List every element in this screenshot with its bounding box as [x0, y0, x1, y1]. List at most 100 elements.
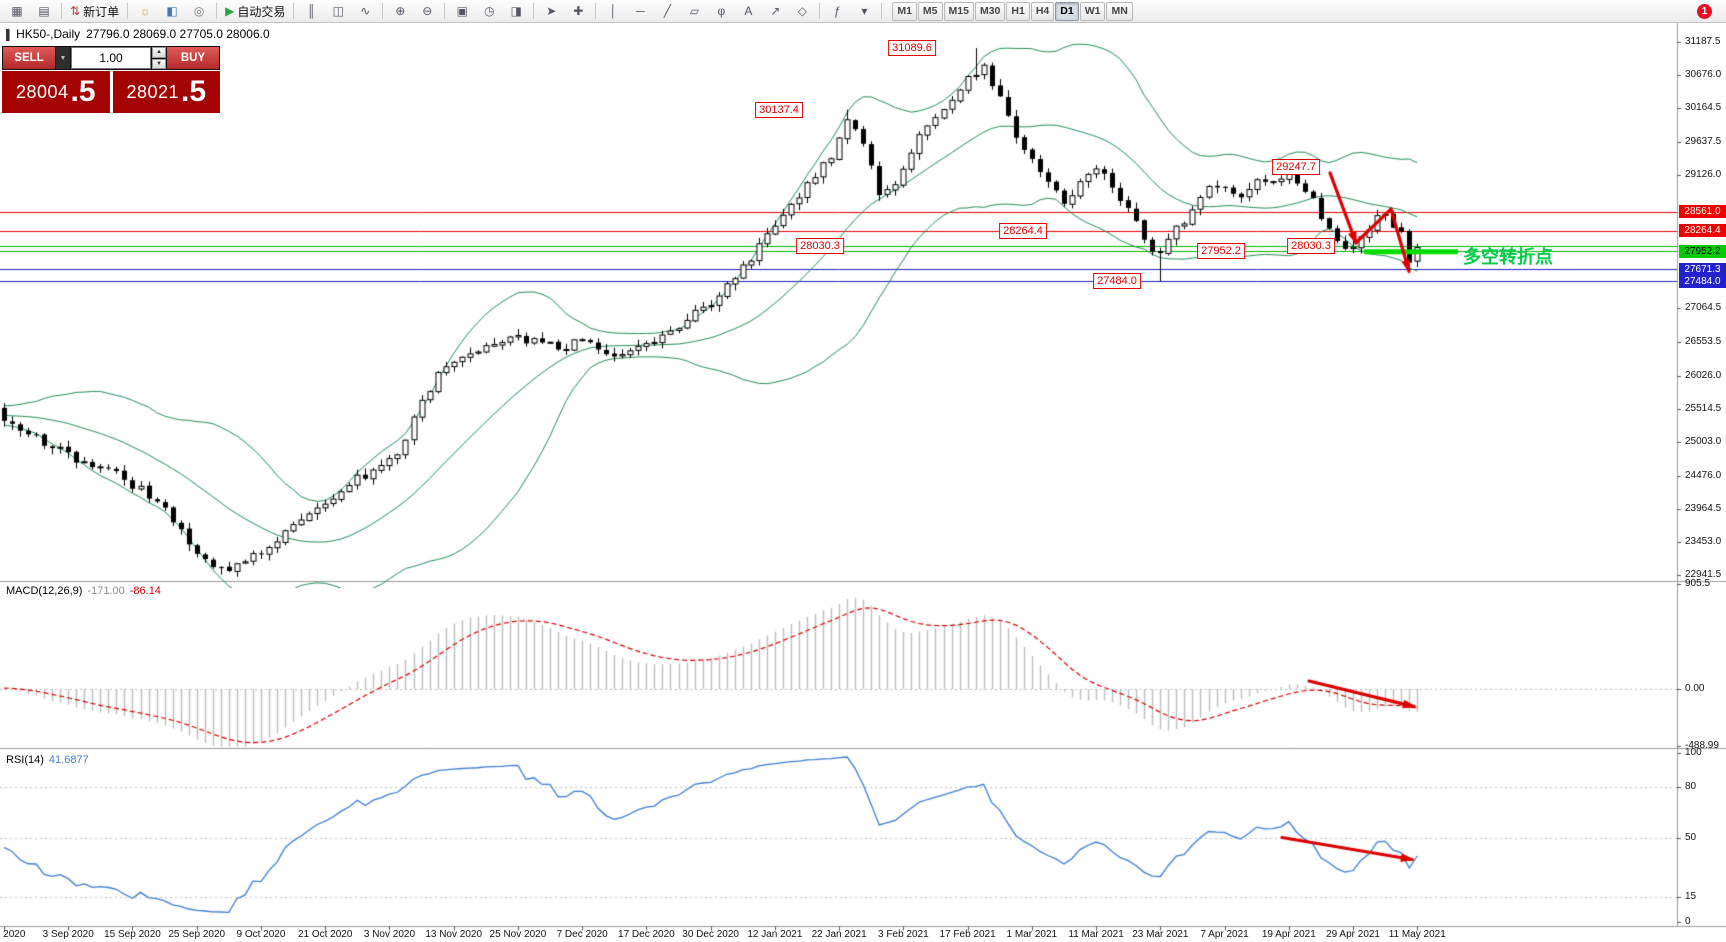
price-callout[interactable]: 28030.3	[796, 237, 844, 254]
price-axis-tick: 22941.5	[1685, 569, 1722, 581]
volume-up-button[interactable]: ▲	[152, 47, 166, 58]
fibonacci-button[interactable]: φ	[708, 1, 734, 21]
quote-prices-row: 28004 .5 28021 .5	[2, 71, 220, 113]
timeframe-button-w1[interactable]: W1	[1079, 1, 1106, 21]
autotrading-button[interactable]: ▶ 自动交易	[221, 1, 289, 21]
time-axis-label: 17 Feb 2021	[939, 929, 996, 940]
rsi-value: 41.6877	[48, 754, 89, 766]
toolbar-separator	[595, 3, 597, 19]
time-axis-label: 7 Dec 2020	[556, 929, 608, 940]
time-axis-label: 15 Sep 2020	[104, 929, 161, 940]
toolbar-separator	[293, 3, 295, 19]
timeframe-button-m15[interactable]: M15	[943, 1, 974, 21]
time-axis-label: 3 Sep 2020	[42, 929, 94, 940]
time-axis-label: 25 Nov 2020	[489, 929, 547, 940]
time-axis-label: 13 Nov 2020	[425, 929, 483, 940]
tile-windows-icon: ▣	[456, 4, 468, 18]
price-callout[interactable]: 30137.4	[755, 101, 803, 118]
price-level-label[interactable]: 27484.0	[1679, 274, 1726, 288]
zoom-out-icon: ⊖	[422, 4, 433, 18]
cursor-button[interactable]: ➤	[538, 1, 564, 21]
zoom-in-button[interactable]: ⊕	[387, 1, 413, 21]
macd-name: MACD(12,26,9)	[6, 585, 83, 597]
candlestick-chart-button[interactable]: ◫	[325, 1, 351, 21]
text-button[interactable]: A	[735, 1, 761, 21]
rsi-name: RSI(14)	[6, 754, 44, 766]
new-order-icon: ⇅	[70, 4, 81, 18]
timeframe-button-m1[interactable]: M1	[892, 1, 917, 21]
trendline-button[interactable]: ╱	[654, 1, 680, 21]
chevron-down-icon: ▼	[156, 60, 162, 67]
buy-price-button[interactable]: 28021 .5	[112, 71, 220, 113]
price-level-label[interactable]: 27671.3	[1679, 262, 1726, 276]
turning-point-annotation[interactable]: 多空转折点	[1463, 247, 1553, 268]
timeframe-button-h4[interactable]: H4	[1030, 1, 1055, 21]
buy-price: 28021	[126, 81, 180, 102]
time-axis-label: 12 Jan 2021	[747, 929, 803, 940]
arrows-icon: ↗	[770, 4, 781, 18]
price-callout[interactable]: 27952.2	[1197, 243, 1245, 260]
navigator-button[interactable]: ◎	[186, 1, 212, 21]
timeframe-button-d1[interactable]: D1	[1055, 1, 1079, 21]
buy-button[interactable]: BUY	[167, 47, 219, 69]
buy-price-pips: .5	[181, 75, 207, 108]
arrows-button[interactable]: ↗	[762, 1, 788, 21]
timeframe-button-m5[interactable]: M5	[917, 1, 943, 21]
auto-scroll-button[interactable]: ◷	[476, 1, 502, 21]
timeframe-button-m30[interactable]: M30	[974, 1, 1006, 21]
channel-button[interactable]: ▱	[681, 1, 707, 21]
volume-down-button[interactable]: ▼	[152, 58, 166, 69]
time-axis-label: 3 Nov 2020	[363, 929, 416, 940]
toolbar-separator	[533, 3, 535, 19]
notification-badge[interactable]: 1	[1697, 3, 1712, 19]
timeframe-button-mn[interactable]: MN	[1106, 1, 1133, 21]
indicators-button[interactable]: ƒ	[824, 1, 850, 21]
toolbar-separator	[216, 3, 218, 19]
price-callout[interactable]: 31089.6	[888, 40, 936, 57]
chart-shift-icon: ◨	[510, 4, 522, 18]
new-chart-button[interactable]: ▦	[4, 1, 30, 21]
zoom-in-icon: ⊕	[395, 4, 406, 18]
tile-windows-button[interactable]: ▣	[449, 1, 475, 21]
shapes-button[interactable]: ◇	[789, 1, 815, 21]
autotrading-button-label: 自动交易	[237, 4, 286, 19]
new-order-button[interactable]: ⇅ 新订单	[66, 1, 123, 21]
navigator-icon: ◎	[193, 4, 205, 18]
chevron-down-icon: ▼	[59, 54, 67, 62]
time-axis-label: Aug 2020	[0, 929, 26, 940]
bar-chart-button[interactable]: ║	[298, 1, 324, 21]
crosshair-button[interactable]: ✚	[565, 1, 591, 21]
volume-input[interactable]	[71, 47, 151, 69]
data-window-button[interactable]: ◧	[159, 1, 185, 21]
rsi-axis-tick: 15	[1685, 890, 1697, 902]
sell-price-button[interactable]: 28004 .5	[2, 71, 110, 113]
price-level-label[interactable]: 28561.0	[1679, 205, 1726, 219]
toolbar-separator	[881, 3, 883, 19]
price-callout[interactable]: 28030.3	[1287, 237, 1335, 254]
price-callout[interactable]: 28264.4	[999, 222, 1047, 239]
vertical-line-button[interactable]: │	[600, 1, 626, 21]
sell-button[interactable]: SELL	[3, 47, 55, 69]
chart-shift-button[interactable]: ◨	[503, 1, 529, 21]
horizontal-line-button[interactable]: ─	[627, 1, 653, 21]
profiles-button[interactable]: ▤	[31, 1, 57, 21]
new-chart-icon: ▦	[11, 4, 23, 18]
rsi-indicator-label: RSI(14) 41.6877	[6, 754, 89, 766]
new-order-button-label: 新订单	[83, 4, 120, 19]
timeframe-button-h1[interactable]: H1	[1006, 1, 1030, 21]
macd-value: -171.00	[87, 585, 125, 597]
indicator-dropdown[interactable]: ▾	[851, 1, 877, 21]
line-chart-icon: ∿	[360, 4, 371, 18]
order-type-dropdown[interactable]: ▼	[56, 47, 70, 69]
line-chart-button[interactable]: ∿	[352, 1, 378, 21]
zoom-out-button[interactable]: ⊖	[414, 1, 440, 21]
auto-scroll-icon: ◷	[484, 4, 495, 18]
price-level-label[interactable]: 27952.2	[1679, 244, 1726, 258]
time-axis-label: 25 Sep 2020	[168, 929, 226, 940]
price-callout[interactable]: 29247.7	[1272, 159, 1320, 176]
price-callout[interactable]: 27484.0	[1093, 273, 1141, 290]
market-watch-button[interactable]: ☼	[132, 1, 158, 21]
price-level-label[interactable]: 28264.4	[1679, 224, 1726, 238]
time-axis-label: 11 Mar 2021	[1068, 929, 1124, 940]
